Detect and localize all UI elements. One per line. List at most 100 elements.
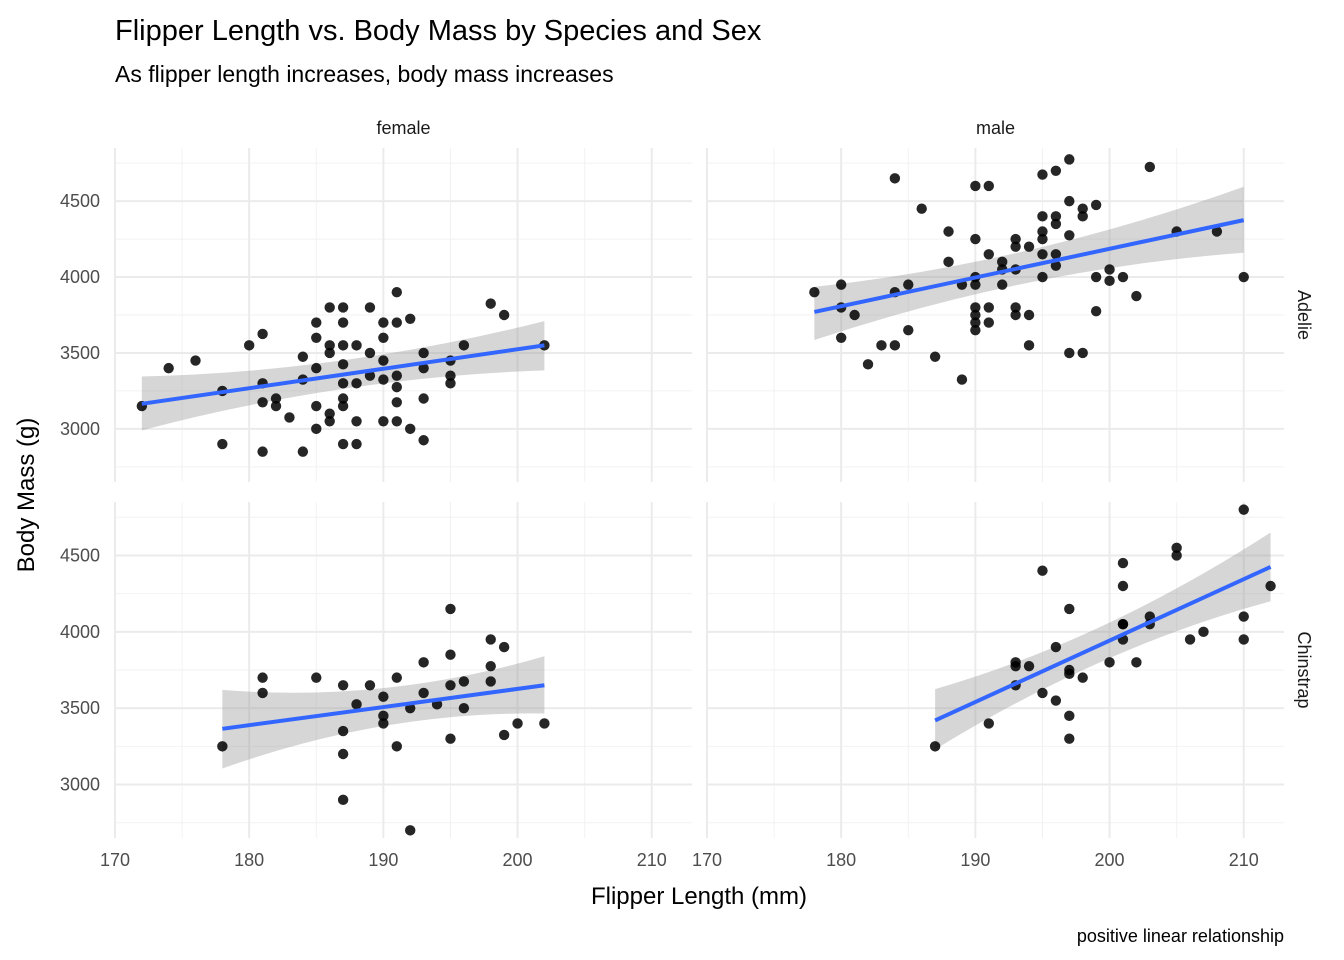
data-point — [324, 408, 335, 419]
facet-label-chinstrap: Chinstrap — [1294, 631, 1314, 708]
data-point — [324, 416, 335, 427]
data-point — [1037, 226, 1048, 237]
data-point — [1117, 271, 1129, 283]
x-tick-label: 170 — [100, 850, 130, 870]
data-point — [311, 400, 322, 412]
data-point — [378, 718, 389, 729]
data-point — [997, 256, 1008, 268]
data-point — [391, 287, 402, 298]
data-point — [1077, 211, 1088, 222]
data-point — [1090, 199, 1102, 211]
data-point — [1037, 687, 1048, 699]
y-tick-label: 3000 — [60, 775, 100, 795]
data-point — [970, 180, 981, 192]
data-point — [458, 676, 470, 687]
data-point — [1037, 249, 1048, 260]
data-point — [1010, 309, 1021, 321]
data-point — [418, 657, 429, 668]
data-point — [1050, 218, 1062, 230]
data-point — [498, 641, 510, 653]
data-point — [445, 378, 456, 389]
x-tick-label: 180 — [234, 850, 264, 870]
data-point — [1184, 634, 1196, 645]
x-tick-label: 200 — [503, 850, 533, 870]
data-point — [1037, 211, 1048, 222]
data-point — [445, 649, 456, 660]
data-point — [983, 718, 994, 729]
data-point — [257, 446, 268, 457]
data-point — [445, 370, 456, 381]
y-tick-label: 4000 — [60, 622, 100, 642]
x-tick-label: 180 — [826, 850, 856, 870]
data-point — [337, 725, 349, 737]
data-point — [364, 302, 376, 313]
regression-line — [813, 218, 1245, 314]
data-point — [445, 680, 456, 691]
data-point — [163, 362, 174, 374]
data-point — [983, 249, 994, 260]
data-point — [1104, 657, 1115, 668]
data-point — [405, 423, 416, 435]
data-point — [311, 423, 322, 435]
data-point — [217, 741, 228, 752]
data-point — [1117, 618, 1129, 630]
chart-caption: positive linear relationship — [1077, 926, 1284, 946]
data-point — [1023, 340, 1035, 351]
data-point — [311, 672, 322, 683]
data-point — [1023, 241, 1035, 252]
data-point — [324, 340, 335, 351]
facet-label-female: female — [376, 118, 430, 138]
data-point — [1037, 233, 1048, 245]
data-point — [418, 435, 429, 446]
y-tick-label: 3000 — [60, 419, 100, 439]
data-point — [1064, 733, 1075, 744]
data-point — [1077, 203, 1088, 214]
data-point — [485, 634, 496, 645]
data-point — [270, 393, 282, 404]
data-point — [351, 416, 362, 427]
regression-line — [141, 343, 545, 406]
data-point — [405, 825, 416, 836]
data-point — [311, 362, 322, 374]
data-point — [311, 332, 322, 343]
data-point — [929, 351, 941, 362]
regression-line — [222, 683, 545, 731]
data-point — [378, 332, 389, 343]
data-point — [1265, 580, 1276, 592]
data-point — [983, 180, 994, 192]
data-point — [351, 340, 362, 351]
confidence-band — [935, 532, 1271, 750]
data-point — [364, 347, 376, 359]
data-point — [485, 660, 496, 672]
data-point — [1050, 211, 1062, 222]
y-tick-label: 4500 — [60, 191, 100, 211]
data-point — [364, 370, 376, 381]
data-point — [1037, 169, 1048, 180]
plot-area: female male Adelie Chinstrap 3000 3500 4000 450… — [60, 118, 1314, 870]
data-point — [1117, 557, 1129, 569]
data-point — [257, 397, 268, 408]
data-point — [1238, 271, 1249, 283]
panel-male-chinstrap — [706, 502, 1284, 838]
data-point — [1050, 641, 1062, 653]
data-point — [284, 412, 295, 423]
chart-title: Flipper Length vs. Body Mass by Species … — [115, 15, 762, 47]
y-tick-label: 3500 — [60, 343, 100, 363]
data-point — [485, 298, 496, 309]
data-point — [835, 332, 847, 343]
data-point — [1050, 260, 1062, 271]
data-point — [1010, 302, 1021, 313]
facet-label-adelie: Adelie — [1294, 290, 1314, 340]
data-point — [364, 680, 376, 691]
x-axis-title: Flipper Length (mm) — [591, 883, 807, 910]
data-point — [337, 393, 349, 404]
data-point — [539, 718, 550, 729]
data-point — [1171, 550, 1182, 561]
data-point — [929, 741, 941, 752]
data-point — [378, 416, 389, 427]
data-point — [943, 256, 954, 268]
data-point — [1064, 668, 1075, 680]
data-point — [445, 733, 456, 744]
data-point — [297, 446, 309, 457]
